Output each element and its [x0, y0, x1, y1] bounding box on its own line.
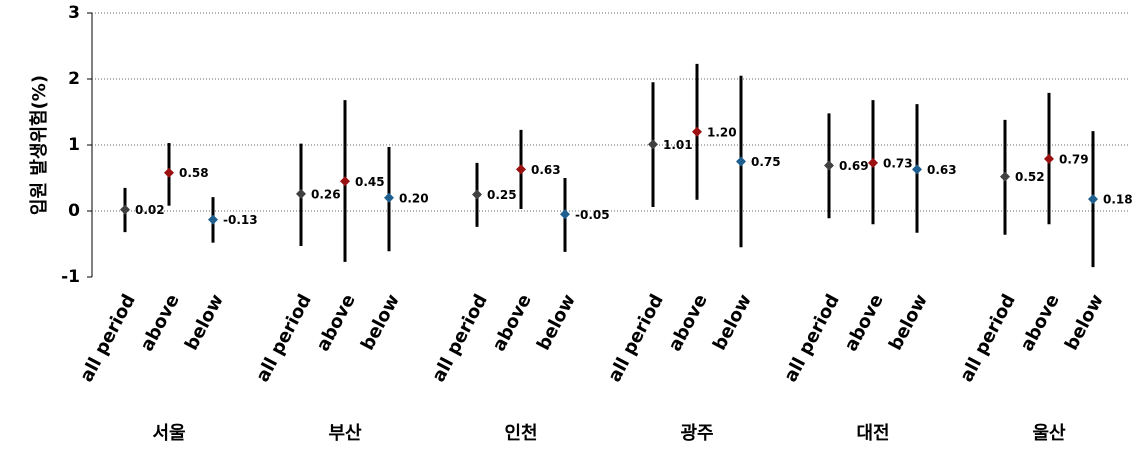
y-tick-label: 1 — [68, 135, 80, 155]
x-tick-label: below — [885, 291, 932, 354]
value-label: 0.73 — [883, 156, 913, 170]
x-tick-label: above — [840, 291, 887, 355]
value-label: 0.63 — [531, 163, 561, 177]
x-tick-label: above — [664, 291, 711, 355]
x-tick-label: below — [357, 291, 404, 354]
x-tick-label: below — [181, 291, 228, 354]
group-label: 광주 — [680, 423, 713, 444]
x-tick-label: all period — [780, 291, 844, 386]
point — [164, 167, 174, 178]
point — [472, 189, 482, 200]
value-label: 1.20 — [707, 125, 737, 139]
value-label: 0.18 — [1103, 193, 1133, 207]
x-tick-label: all period — [252, 291, 316, 386]
point — [824, 160, 834, 171]
value-label: 0.63 — [927, 163, 957, 177]
point — [1088, 194, 1098, 205]
x-tick-label: below — [709, 291, 756, 354]
point — [736, 156, 746, 167]
x-tick-label: above — [136, 291, 183, 355]
value-label: 0.26 — [311, 187, 341, 201]
point — [384, 192, 394, 203]
group-label: 서울 — [152, 423, 185, 444]
x-tick-label: all period — [956, 291, 1020, 386]
value-label: 0.45 — [355, 175, 385, 189]
value-label: 0.58 — [179, 166, 209, 180]
x-tick-label: above — [1016, 291, 1063, 355]
value-label: 0.02 — [135, 203, 165, 217]
group-label: 인천 — [504, 423, 537, 444]
value-label: -0.05 — [575, 208, 610, 222]
point — [340, 176, 350, 187]
point — [560, 209, 570, 220]
y-tick-label: 3 — [68, 3, 80, 23]
point — [692, 126, 702, 137]
point — [648, 139, 658, 150]
group-label: 대전 — [856, 423, 889, 444]
point — [296, 188, 306, 199]
y-tick-label: 0 — [68, 201, 80, 221]
value-label: 0.75 — [751, 155, 781, 169]
point — [516, 164, 526, 175]
point — [912, 164, 922, 175]
value-label: 0.25 — [487, 188, 517, 202]
x-tick-label: above — [488, 291, 535, 355]
value-label: 0.52 — [1015, 170, 1045, 184]
y-tick-label: -1 — [61, 267, 80, 287]
point — [208, 214, 218, 225]
y-axis-label: 입원 발생위험(%) — [28, 75, 50, 215]
group-label: 울산 — [1032, 423, 1066, 444]
y-tick-label: 2 — [68, 69, 80, 89]
x-tick-label: all period — [428, 291, 492, 386]
x-tick-label: above — [312, 291, 359, 355]
x-tick-label: all period — [604, 291, 668, 386]
value-label: 0.69 — [839, 159, 869, 173]
value-label: 1.01 — [663, 138, 693, 152]
value-label: -0.13 — [223, 213, 258, 227]
x-tick-label: all period — [76, 291, 140, 386]
point — [868, 157, 878, 168]
x-tick-label: below — [1061, 291, 1108, 354]
x-tick-label: below — [533, 291, 580, 354]
point — [1044, 153, 1054, 164]
value-label: 0.20 — [399, 191, 429, 205]
group-label: 부산 — [328, 423, 362, 444]
value-label: 0.79 — [1059, 152, 1089, 166]
point — [120, 204, 130, 215]
point — [1000, 171, 1010, 182]
